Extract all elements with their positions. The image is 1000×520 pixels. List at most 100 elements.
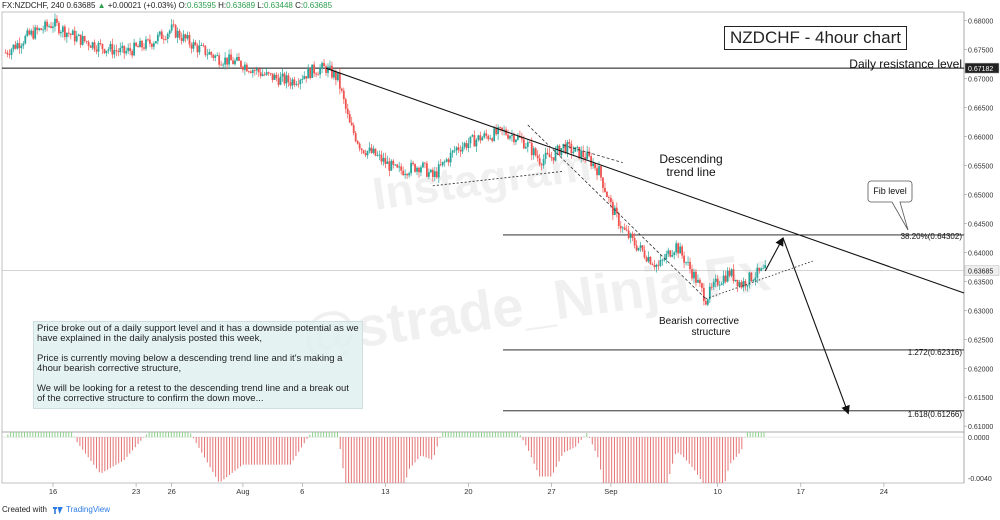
change-value: +0.00021 (+0.03%) bbox=[107, 1, 177, 10]
candle-body bbox=[176, 30, 179, 38]
candle-body bbox=[77, 34, 80, 37]
y-tick-label: 0.65500 bbox=[968, 164, 993, 171]
x-tick-label: 10 bbox=[714, 487, 722, 496]
candle-body bbox=[75, 36, 78, 42]
trend-line-label-1: Descending bbox=[659, 152, 722, 166]
candle-body bbox=[570, 143, 573, 154]
channel-dashed-line bbox=[527, 124, 707, 300]
candle-body bbox=[669, 250, 672, 257]
oscillator bbox=[2, 432, 964, 483]
footer-brand[interactable]: TradingView bbox=[66, 505, 111, 514]
candle-body bbox=[394, 164, 397, 166]
candle-body bbox=[501, 127, 503, 131]
candle-body bbox=[325, 66, 327, 73]
candle-body bbox=[301, 79, 304, 80]
candle-body bbox=[234, 60, 236, 65]
candle-body bbox=[6, 52, 9, 55]
candle-body bbox=[487, 135, 490, 140]
candle-body bbox=[346, 108, 349, 115]
candle-body bbox=[121, 45, 124, 48]
candle-body bbox=[445, 159, 448, 162]
candle-body bbox=[105, 50, 108, 54]
price-tag bbox=[964, 265, 1000, 276]
candle-body bbox=[129, 47, 132, 52]
candle-body bbox=[152, 43, 155, 47]
candle-body bbox=[342, 90, 345, 100]
corrective-label-2: structure bbox=[692, 327, 731, 338]
candle-body bbox=[552, 157, 555, 161]
candle-body bbox=[760, 268, 763, 271]
candle-body bbox=[109, 43, 112, 50]
candle-body bbox=[289, 82, 292, 86]
candle-body bbox=[50, 26, 52, 28]
candle-body bbox=[734, 279, 737, 281]
x-axis: 16 23 26 Aug 6 13 20 27 Sep 10 17 24 bbox=[49, 483, 888, 496]
candle-body bbox=[722, 275, 725, 284]
candle-body bbox=[602, 177, 604, 188]
candle-body bbox=[285, 75, 288, 84]
candle-body bbox=[600, 166, 602, 178]
candle-body bbox=[724, 275, 727, 282]
price-chart[interactable]: Instagram @strade_Ninja Fx 0.68000 0.6750… bbox=[0, 0, 1000, 503]
candle-body bbox=[54, 18, 56, 27]
candle-body bbox=[392, 160, 395, 165]
candle-body bbox=[526, 142, 529, 147]
candle-body bbox=[303, 76, 306, 80]
candle-body bbox=[251, 70, 254, 73]
candle-body bbox=[32, 30, 35, 39]
candle-body bbox=[515, 139, 517, 143]
candle-body bbox=[754, 277, 757, 281]
candle-body bbox=[89, 45, 92, 48]
y-tick-label: 0.68000 bbox=[968, 19, 993, 26]
candle-body bbox=[127, 47, 130, 52]
candle-body bbox=[384, 157, 387, 164]
candle-body bbox=[194, 42, 197, 46]
candle-body bbox=[544, 152, 547, 160]
candle-body bbox=[317, 74, 319, 76]
candle-body bbox=[699, 279, 701, 284]
candle-body bbox=[485, 133, 488, 136]
y-tick-label: 0.64000 bbox=[968, 250, 993, 257]
price-tag bbox=[964, 62, 1000, 74]
candle-body bbox=[554, 149, 557, 161]
candle-body bbox=[679, 246, 682, 254]
candle-body bbox=[752, 280, 755, 282]
candle-body bbox=[299, 79, 302, 84]
candle-body bbox=[689, 261, 691, 270]
osc-y-tick-label: 0.0000 bbox=[968, 435, 990, 442]
candle-body bbox=[83, 36, 86, 42]
candle-body bbox=[623, 227, 626, 230]
candle-body bbox=[477, 135, 480, 140]
candle-body bbox=[338, 72, 341, 89]
y-tick-label: 0.62500 bbox=[968, 337, 993, 344]
watermark-handle: @strade_Ninja Fx bbox=[298, 239, 774, 367]
candle-body bbox=[497, 127, 500, 135]
ohlc-open: 0.63595 bbox=[186, 1, 216, 10]
candle-body bbox=[236, 56, 238, 61]
candle-body bbox=[202, 45, 205, 46]
candle-body bbox=[123, 45, 126, 54]
candle-body bbox=[455, 147, 458, 151]
candle-body bbox=[228, 54, 230, 65]
fib-callout-bubble bbox=[867, 180, 913, 231]
candle-body bbox=[370, 147, 373, 153]
candle-body bbox=[18, 43, 21, 49]
footer: Created with TradingView bbox=[0, 503, 1000, 520]
candle-body bbox=[10, 49, 13, 56]
candle-body bbox=[677, 243, 680, 254]
candle-body bbox=[443, 161, 446, 163]
candle-body bbox=[117, 51, 120, 53]
candle-body bbox=[764, 264, 767, 269]
candle-body bbox=[433, 171, 436, 177]
candle-body bbox=[313, 64, 316, 74]
candle-body bbox=[133, 42, 136, 56]
candle-body bbox=[437, 164, 440, 178]
candle-body bbox=[693, 271, 695, 279]
candle-body bbox=[572, 151, 575, 154]
candle-body bbox=[643, 250, 646, 258]
ohlc-low: 0.63448 bbox=[263, 1, 293, 10]
candle-body bbox=[611, 202, 614, 215]
x-tick-label: 27 bbox=[547, 487, 555, 496]
candle-body bbox=[71, 30, 74, 35]
candle-body bbox=[633, 237, 636, 246]
